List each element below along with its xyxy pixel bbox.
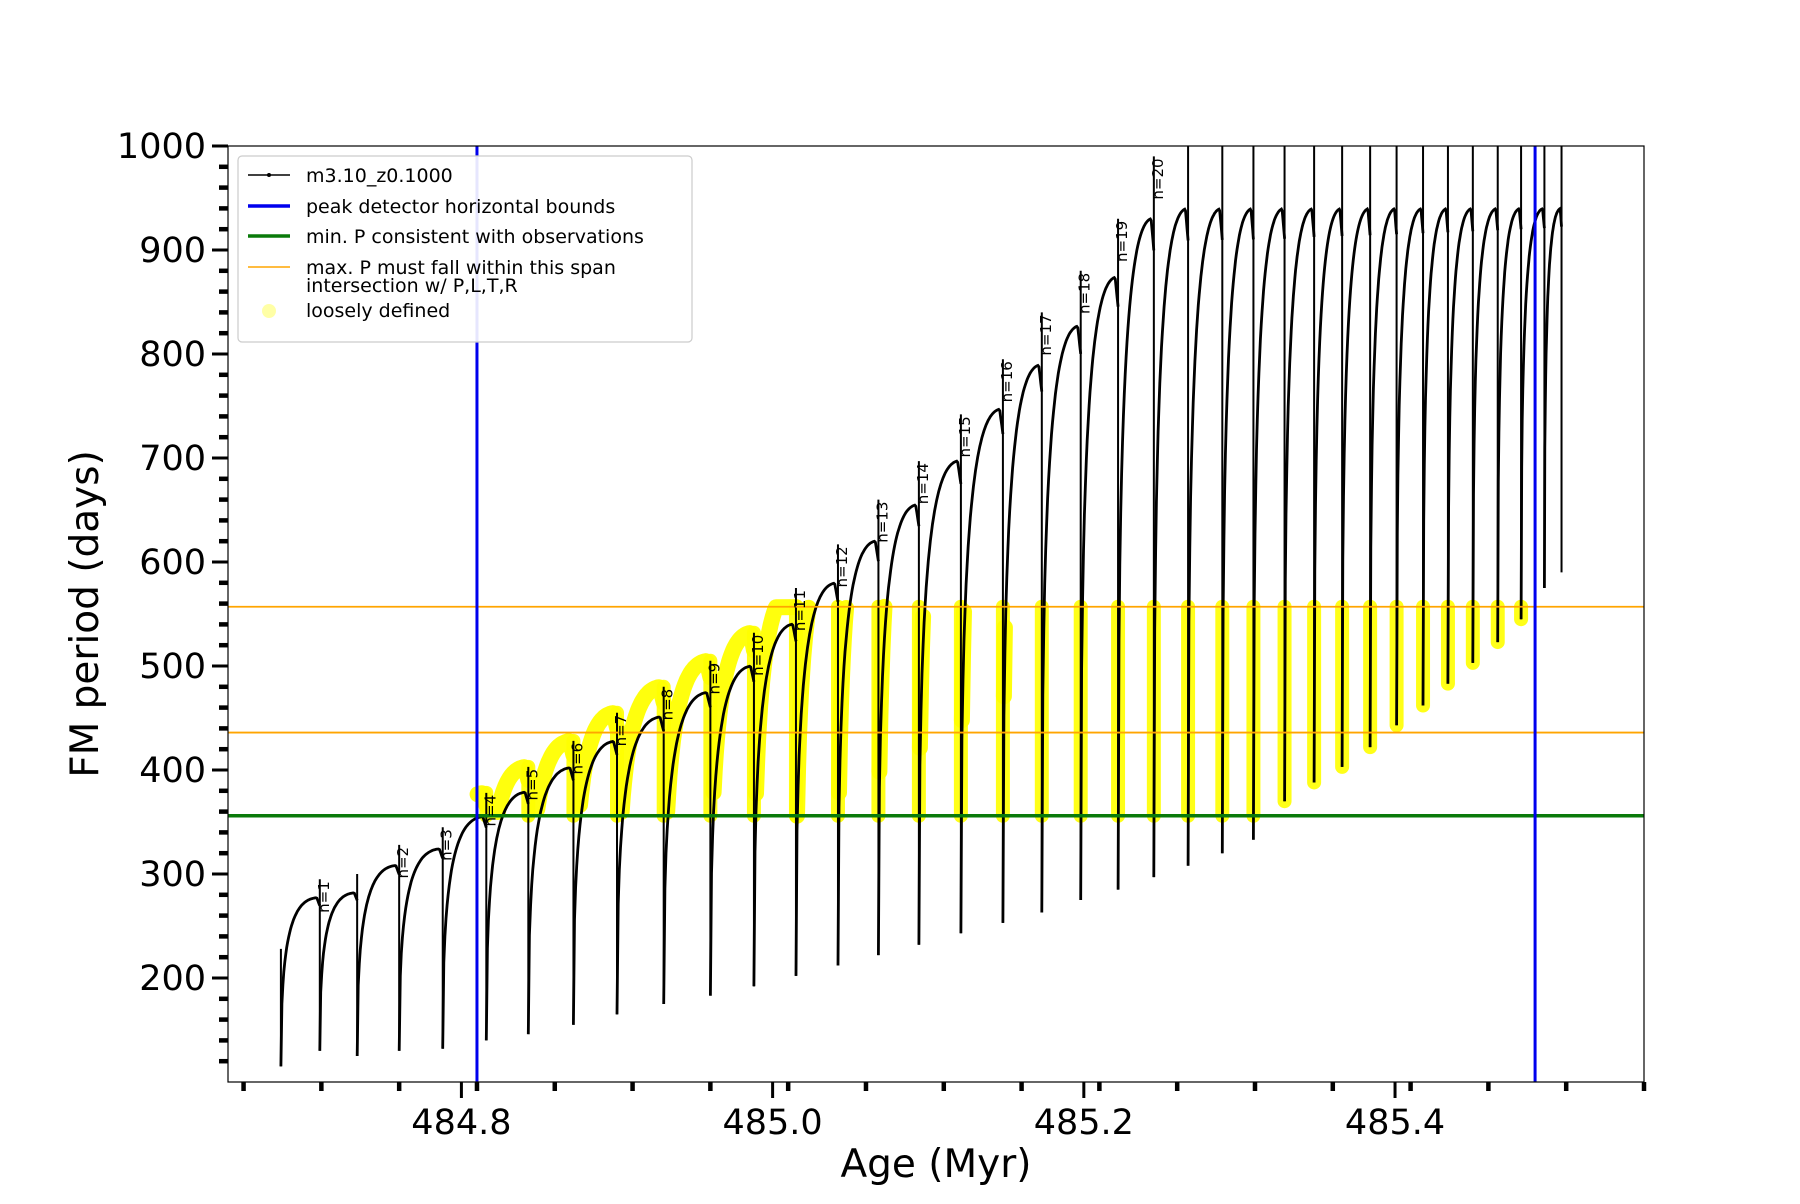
legend-label-intersection-2: loosely defined (306, 300, 450, 322)
pulse-label-13: n=12 (833, 546, 851, 587)
pulse-label-18: n=17 (1037, 314, 1055, 355)
series-cycle-30 (1395, 207, 1425, 726)
series-cycle-1 (279, 896, 322, 1067)
y-tick-label-700: 700 (139, 439, 206, 479)
plot-frame (227, 145, 1645, 1083)
series-cycle-2 (318, 891, 359, 1051)
series-cycle-8 (572, 740, 619, 1025)
series-cycle-24 (1220, 207, 1255, 854)
series-cycle-13 (794, 581, 840, 976)
pulse-label-3: n=2 (394, 847, 412, 879)
series-cycle-15 (877, 503, 921, 956)
pulse-label-6: n=5 (523, 769, 541, 801)
x-tick-label-1: 485.0 (723, 1103, 823, 1143)
pulse-label-14: n=13 (873, 502, 891, 543)
pulse-label-7: n=6 (568, 743, 586, 775)
pulse-label-9: n=8 (659, 689, 677, 721)
y-tick-label-200: 200 (139, 959, 206, 999)
y-axis-title: FM period (days) (63, 450, 108, 778)
legend-label-0: m3.10_z0.1000 (306, 165, 453, 187)
series-cycle-22 (1152, 207, 1190, 878)
legend-label-intersection-1: intersection w/ P,L,T,R (306, 275, 518, 297)
series-cycle-21 (1116, 217, 1156, 890)
series-cycle-29 (1368, 206, 1398, 748)
pulse-label-16: n=15 (956, 416, 974, 457)
legend-box (237, 155, 693, 343)
series-cycle-32 (1446, 207, 1475, 684)
series-cycle-25 (1252, 207, 1286, 840)
series-cycle-14 (836, 539, 880, 966)
pulse-label-17: n=16 (998, 361, 1016, 402)
series-cycle-18 (1001, 363, 1044, 923)
series-cycle-19 (1040, 324, 1083, 913)
series-cycle-20 (1079, 275, 1120, 901)
pulse-label-10: n=9 (705, 663, 723, 695)
series-cycle-16 (917, 459, 963, 945)
series-cycle-11 (709, 664, 756, 996)
series-cycle-7 (526, 766, 575, 1035)
x-tick-label-0: 484.8 (411, 1103, 511, 1143)
pulse-label-12: n=11 (791, 590, 809, 631)
series-cycle-36 (1543, 206, 1563, 589)
intersection-band-12 (748, 599, 804, 802)
series-cycle-34 (1496, 206, 1523, 643)
series-cycle-12 (752, 622, 798, 987)
x-axis-title: Age (Myr) (840, 1142, 1031, 1187)
series-cycle-10 (662, 691, 712, 1005)
series-cycle-35 (1519, 207, 1546, 620)
y-tick-label-300: 300 (139, 855, 206, 895)
series-cycle-27 (1312, 207, 1344, 783)
y-tick-label-400: 400 (139, 751, 206, 791)
y-tick-label-800: 800 (139, 335, 206, 375)
series-cycle-6 (484, 790, 530, 1041)
y-tick-label-900: 900 (139, 231, 206, 271)
series-cycle-4 (397, 847, 445, 1051)
legend-marker-dot (267, 173, 271, 177)
intersection-band-10 (659, 653, 719, 820)
pulse-label-8: n=7 (612, 715, 630, 747)
x-tick-label-3: 485.4 (1345, 1103, 1445, 1143)
series-cycle-28 (1340, 206, 1372, 767)
pulse-label-19: n=18 (1076, 273, 1094, 314)
series-cycle-26 (1283, 207, 1316, 802)
series-cycle-31 (1421, 207, 1450, 706)
y-tick-label-500: 500 (139, 647, 206, 687)
pulse-label-21: n=20 (1149, 158, 1167, 199)
series-cycle-23 (1186, 207, 1224, 866)
legend-label-1: peak detector horizontal bounds (306, 196, 615, 218)
pulse-label-4: n=3 (438, 829, 456, 861)
pulse-label-1: n=1 (315, 881, 333, 913)
y-tick-label-600: 600 (139, 543, 206, 583)
x-tick-label-2: 485.2 (1034, 1103, 1134, 1143)
pulse-label-15: n=14 (914, 463, 932, 504)
pulse-label-11: n=10 (749, 635, 767, 676)
series-cycle-3 (355, 864, 401, 1057)
pulse-label-5: n=4 (481, 795, 499, 827)
series-cycle-17 (959, 407, 1005, 934)
legend-marker-intersection (262, 304, 276, 318)
series-cycle-33 (1471, 206, 1500, 663)
pulse-label-20: n=19 (1113, 221, 1131, 262)
y-tick-label-1000: 1000 (117, 127, 206, 167)
legend-label-2: min. P consistent with observations (306, 226, 644, 248)
legend-label-3: max. P must fall within this span (306, 257, 616, 279)
